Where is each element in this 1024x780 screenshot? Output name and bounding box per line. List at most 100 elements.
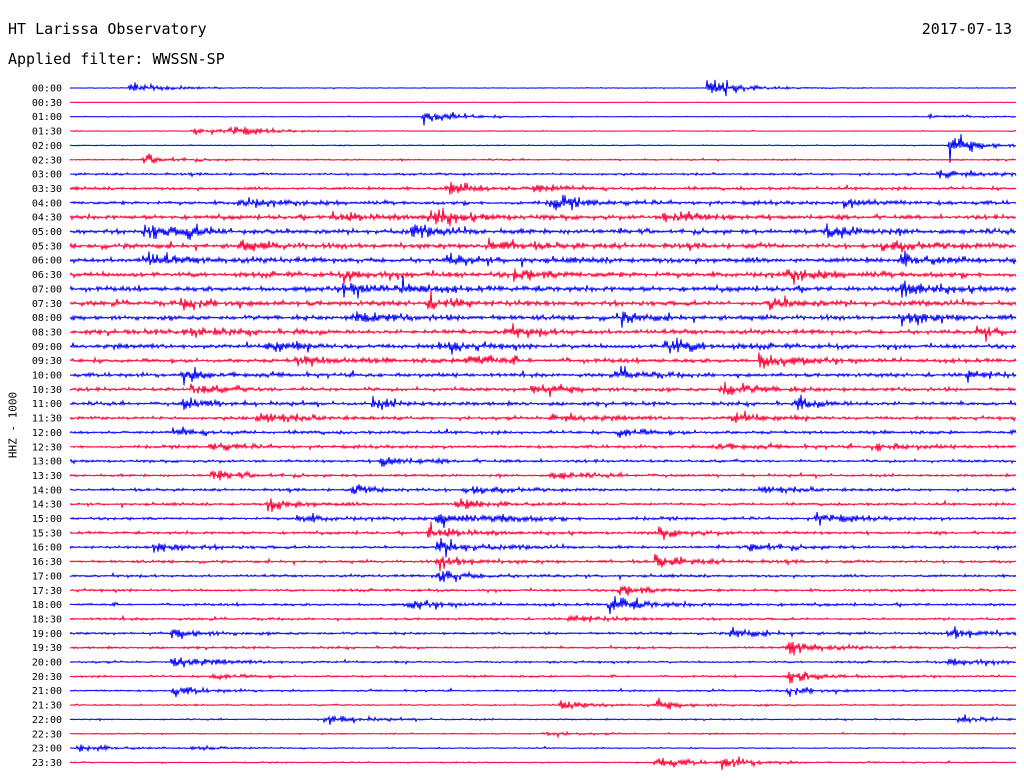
time-label-layer: 00:00 00:30 01:00 01:30 02:00 02:30 03:00 03:30… — [32, 84, 62, 769]
row-time-label: 21:00 — [32, 686, 62, 697]
row-time-label: 13:30 — [32, 471, 62, 482]
trace-row-1630 — [69, 554, 1017, 572]
trace-row-0200 — [69, 134, 1017, 163]
row-time-label: 22:30 — [32, 729, 62, 740]
trace-row-0730 — [69, 290, 1017, 311]
row-time-label: 01:00 — [32, 112, 62, 123]
trace-row-0000 — [69, 79, 1017, 97]
row-time-label: 02:00 — [32, 141, 62, 152]
trace-row-1930 — [69, 641, 1017, 656]
row-time-label: 01:30 — [32, 127, 62, 138]
trace-row-1030 — [69, 381, 1017, 398]
trace-row-0500 — [69, 223, 1017, 241]
trace-row-1230 — [69, 441, 1017, 452]
trace-row-1500 — [69, 511, 1017, 528]
trace-row-1830 — [69, 614, 1017, 623]
trace-row-1330 — [69, 470, 1017, 481]
trace-row-1900 — [69, 626, 1017, 640]
row-time-label: 15:30 — [32, 528, 62, 539]
trace-row-0330 — [69, 181, 1017, 195]
trace-row-0700 — [69, 275, 1017, 299]
trace-row-1730 — [69, 585, 1017, 596]
row-time-label: 16:00 — [32, 543, 62, 554]
row-time-label: 12:30 — [32, 442, 62, 453]
trace-row-1130 — [69, 410, 1017, 423]
trace-row-0900 — [69, 337, 1017, 355]
row-time-label: 22:00 — [32, 715, 62, 726]
filter-label: Applied filter: WWSSN-SP — [8, 50, 225, 68]
trace-row-1200 — [69, 426, 1017, 438]
row-time-label: 17:30 — [32, 586, 62, 597]
date-label: 2017-07-13 — [921, 20, 1012, 38]
row-time-label: 20:00 — [32, 658, 62, 669]
trace-row-1430 — [69, 498, 1017, 513]
row-time-label: 18:00 — [32, 600, 62, 611]
row-time-label: 07:00 — [32, 284, 62, 295]
trace-row-0100 — [69, 112, 1017, 126]
row-time-label: 04:30 — [32, 213, 62, 224]
trace-row-0430 — [69, 207, 1017, 227]
row-time-label: 21:30 — [32, 701, 62, 712]
trace-row-0400 — [69, 194, 1017, 211]
trace-row-1300 — [69, 456, 1017, 467]
row-time-label: 08:00 — [32, 313, 62, 324]
trace-row-0830 — [69, 322, 1017, 342]
row-time-label: 15:00 — [32, 514, 62, 525]
row-time-label: 14:30 — [32, 500, 62, 511]
row-time-label: 12:00 — [32, 428, 62, 439]
trace-row-1800 — [69, 596, 1017, 615]
row-time-label: 06:00 — [32, 256, 62, 267]
trace-row-0630 — [69, 268, 1017, 285]
row-time-label: 00:30 — [32, 98, 62, 109]
row-time-label: 05:00 — [32, 227, 62, 238]
row-time-label: 23:00 — [32, 744, 62, 755]
row-time-label: 19:30 — [32, 643, 62, 654]
trace-row-1700 — [69, 570, 1017, 583]
row-time-label: 20:30 — [32, 672, 62, 683]
trace-row-1530 — [69, 521, 1017, 541]
row-time-label: 08:30 — [32, 327, 62, 338]
row-time-label: 10:30 — [32, 385, 62, 396]
row-time-label: 23:30 — [32, 758, 62, 769]
row-time-label: 19:00 — [32, 629, 62, 640]
trace-row-2130 — [69, 697, 1017, 711]
row-time-label: 00:00 — [32, 84, 62, 95]
trace-row-0530 — [69, 237, 1017, 253]
trace-row-2300 — [69, 743, 1017, 753]
trace-row-2100 — [69, 686, 1017, 698]
row-time-label: 10:00 — [32, 371, 62, 382]
row-time-label: 14:00 — [32, 485, 62, 496]
trace-row-2230 — [69, 730, 1017, 739]
trace-row-0600 — [69, 250, 1017, 268]
station-title: HT Larissa Observatory — [8, 20, 207, 38]
row-time-label: 11:00 — [32, 399, 62, 410]
row-time-label: 11:30 — [32, 414, 62, 425]
trace-row-0030 — [69, 101, 1017, 104]
trace-row-2000 — [69, 657, 1017, 668]
row-time-label: 03:00 — [32, 170, 62, 181]
trace-row-2200 — [69, 714, 1017, 725]
row-time-label: 13:00 — [32, 457, 62, 468]
trace-row-0800 — [69, 311, 1017, 328]
trace-row-0300 — [69, 169, 1017, 180]
trace-row-1600 — [69, 537, 1017, 558]
row-time-label: 03:30 — [32, 184, 62, 195]
row-time-label: 04:00 — [32, 198, 62, 209]
trace-row-0130 — [69, 125, 1017, 136]
trace-row-0230 — [69, 153, 1017, 165]
row-time-label: 07:30 — [32, 299, 62, 310]
trace-row-1100 — [69, 394, 1017, 411]
row-time-label: 06:30 — [32, 270, 62, 281]
row-time-label: 17:00 — [32, 571, 62, 582]
trace-row-0930 — [69, 352, 1017, 369]
row-time-label: 16:30 — [32, 557, 62, 568]
row-time-label: 05:30 — [32, 241, 62, 252]
row-time-label: 09:00 — [32, 342, 62, 353]
trace-row-2030 — [69, 671, 1017, 684]
row-time-label: 09:30 — [32, 356, 62, 367]
trace-layer — [69, 79, 1017, 771]
trace-row-1400 — [69, 484, 1017, 495]
row-time-label: 02:30 — [32, 155, 62, 166]
row-time-label: 18:30 — [32, 614, 62, 625]
